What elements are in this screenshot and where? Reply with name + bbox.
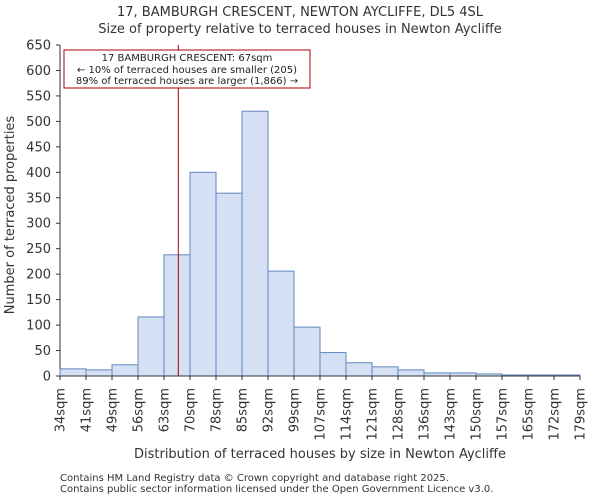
x-tick-label: 78sqm: [210, 388, 225, 432]
y-tick-label: 0: [43, 370, 51, 385]
annotation-frame: [63, 49, 311, 89]
y-tick-label: 250: [26, 242, 51, 257]
chart-subtitle: Size of property relative to terraced ho…: [98, 22, 502, 37]
x-tick-label: 136sqm: [418, 388, 433, 441]
x-tick-label: 179sqm: [574, 388, 589, 441]
bar: [111, 364, 139, 377]
x-tick-label: 70sqm: [184, 388, 199, 432]
chart-title: 17, BAMBURGH CRESCENT, NEWTON AYCLIFFE, …: [116, 5, 484, 20]
x-tick-label: 143sqm: [444, 388, 459, 441]
annotation-line-2: ← 10% of terraced houses are smaller (20…: [77, 65, 297, 76]
y-axis-label: Number of terraced properties: [3, 116, 18, 315]
bar: [137, 316, 165, 377]
bar: [85, 369, 113, 377]
x-tick-label: 49sqm: [106, 388, 121, 432]
bar: [241, 110, 269, 377]
bar: [189, 171, 217, 377]
bar: [59, 368, 87, 377]
bar: [371, 366, 399, 377]
bar: [345, 362, 373, 377]
bar: [163, 254, 191, 377]
x-tick-label: 63sqm: [158, 388, 173, 432]
x-tick-label: 128sqm: [392, 388, 407, 441]
bars: [59, 110, 581, 377]
x-tick-label: 85sqm: [236, 388, 251, 432]
x-tick-label: 99sqm: [288, 388, 303, 432]
y-tick-label: 400: [26, 166, 51, 181]
x-tick-label: 121sqm: [366, 388, 381, 441]
y-tick-label: 200: [26, 268, 51, 283]
y-tick-label: 50: [34, 344, 51, 359]
x-tick-label: 172sqm: [548, 388, 563, 441]
y-tick-label: 150: [26, 293, 51, 308]
x-tick-label: 107sqm: [314, 388, 329, 441]
annotation-line-3: 89% of terraced houses are larger (1,866…: [76, 76, 298, 87]
bar: [215, 192, 243, 377]
x-tick-label: 34sqm: [54, 388, 69, 432]
y-tick-label: 350: [26, 191, 51, 206]
bar: [293, 326, 321, 377]
histogram-chart: 050100150200250300350400450500550600650 …: [3, 39, 589, 463]
x-tick-label: 150sqm: [470, 388, 485, 441]
x-tick-label: 56sqm: [132, 388, 147, 432]
footer-licence: Contains public sector information licen…: [60, 484, 494, 495]
footer-copyright: Contains HM Land Registry data © Crown c…: [60, 473, 449, 484]
annotation-box: 17 BAMBURGH CRESCENT: 67sqm ← 10% of ter…: [63, 49, 311, 89]
y-tick-label: 550: [26, 89, 51, 104]
x-tick-label: 165sqm: [522, 388, 537, 441]
x-axis-label: Distribution of terraced houses by size …: [134, 447, 506, 462]
bar: [397, 369, 425, 377]
x-tick-label: 157sqm: [496, 388, 511, 441]
y-tick-label: 500: [26, 115, 51, 130]
y-tick-label: 300: [26, 217, 51, 232]
x-tick-label: 41sqm: [80, 388, 95, 432]
bar: [267, 270, 295, 377]
y-tick-label: 450: [26, 140, 51, 155]
y-tick-label: 100: [26, 319, 51, 334]
x-tick-label: 114sqm: [340, 388, 355, 441]
bar: [319, 352, 347, 377]
x-tick-label: 92sqm: [262, 388, 277, 432]
y-axis: 0 50 100 150 200 250 300 350 400 450 500 550 600 650: [26, 39, 61, 385]
annotation-line-1: 17 BAMBURGH CRESCENT: 67sqm: [102, 53, 273, 64]
x-axis: 34sqm 41sqm 49sqm 56sqm 63sqm 70sqm 78sqm 85sqm…: [54, 375, 589, 441]
y-tick-label: 600: [26, 64, 51, 79]
y-tick-label: 650: [26, 39, 51, 54]
